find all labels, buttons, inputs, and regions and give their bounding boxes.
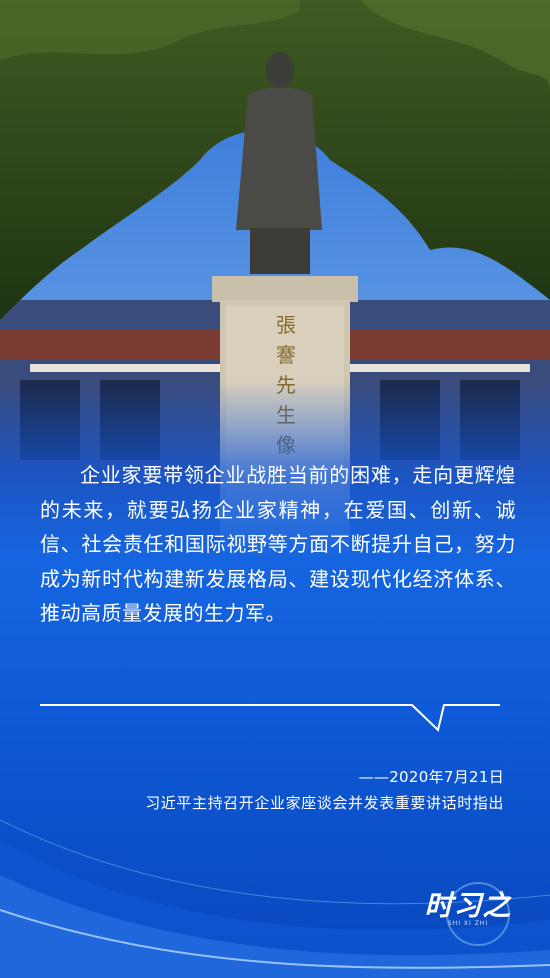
logo-subtitle: SHI XI ZHI	[447, 920, 489, 927]
svg-text:張: 張	[276, 313, 296, 337]
speech-date: ——2020年7月21日	[358, 768, 504, 786]
blue-gradient-overlay	[0, 380, 550, 978]
shixizhi-logo: 时习之 SHI XI ZHI	[418, 880, 528, 950]
logo-ring-icon	[446, 882, 510, 946]
speech-source: 习近平主持召开企业家座谈会并发表重要讲话时指出	[145, 794, 504, 812]
speech-divider	[40, 704, 500, 732]
svg-text:謇: 謇	[276, 343, 296, 367]
quote-text: 企业家要带领企业战胜当前的困难，走向更辉煌的未来，就要弘扬企业家精神，在爱国、创…	[40, 463, 516, 625]
logo-title: 时习之	[424, 889, 512, 922]
